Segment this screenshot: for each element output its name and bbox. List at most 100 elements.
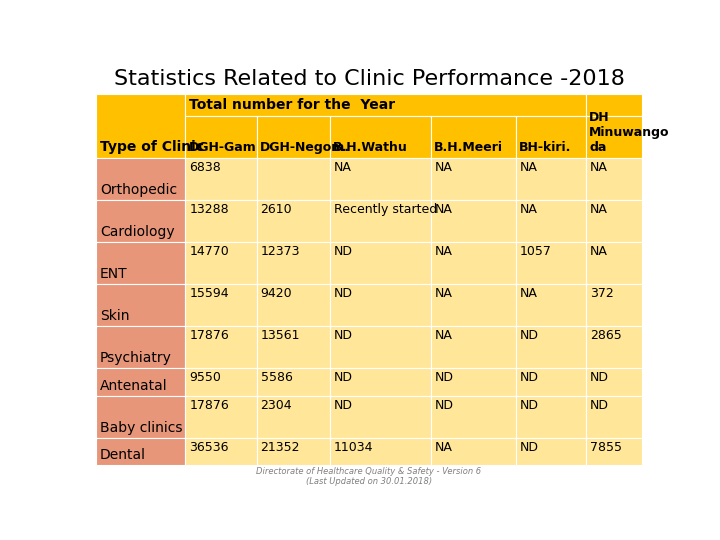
Bar xyxy=(431,368,516,396)
Text: ND: ND xyxy=(590,372,609,384)
Text: 7855: 7855 xyxy=(590,441,622,454)
Text: 11034: 11034 xyxy=(334,441,374,454)
Text: Recently started: Recently started xyxy=(334,203,437,216)
Bar xyxy=(185,438,256,465)
Bar xyxy=(96,438,185,465)
Bar xyxy=(256,242,330,284)
Bar xyxy=(431,326,516,368)
Bar xyxy=(586,116,642,158)
Text: ND: ND xyxy=(590,399,609,411)
Text: B.H.Wathu: B.H.Wathu xyxy=(333,141,408,154)
Bar xyxy=(431,242,516,284)
Bar xyxy=(96,284,185,326)
Text: 17876: 17876 xyxy=(189,399,229,411)
Bar xyxy=(330,368,431,396)
Bar xyxy=(586,326,642,368)
Bar xyxy=(516,116,586,158)
Text: 5586: 5586 xyxy=(261,372,292,384)
Bar xyxy=(330,326,431,368)
Bar xyxy=(185,94,586,116)
Text: NA: NA xyxy=(590,203,608,216)
Bar xyxy=(330,438,431,465)
Bar xyxy=(330,116,431,158)
Bar xyxy=(185,284,256,326)
Bar xyxy=(96,368,185,396)
Text: 6838: 6838 xyxy=(189,161,221,174)
Bar xyxy=(330,200,431,242)
Text: B.H.Meeri: B.H.Meeri xyxy=(434,141,503,154)
Text: NA: NA xyxy=(435,287,453,300)
Text: BH-kiri.: BH-kiri. xyxy=(519,141,572,154)
Bar xyxy=(256,438,330,465)
Bar xyxy=(256,368,330,396)
Text: 15594: 15594 xyxy=(189,287,229,300)
Bar xyxy=(330,242,431,284)
Bar xyxy=(516,200,586,242)
Bar xyxy=(256,116,330,158)
Bar xyxy=(96,396,185,438)
Text: NA: NA xyxy=(435,441,453,454)
Bar xyxy=(330,284,431,326)
Bar xyxy=(256,158,330,200)
Text: NA: NA xyxy=(590,245,608,258)
Text: DGH-Gam: DGH-Gam xyxy=(189,141,256,154)
Bar xyxy=(431,116,516,158)
Text: DGH-Negom.: DGH-Negom. xyxy=(260,141,350,154)
Bar xyxy=(516,284,586,326)
Text: NA: NA xyxy=(435,161,453,174)
Text: 9420: 9420 xyxy=(261,287,292,300)
Text: 1057: 1057 xyxy=(520,245,552,258)
Text: 14770: 14770 xyxy=(189,245,229,258)
Text: ENT: ENT xyxy=(100,267,127,281)
Text: Dental: Dental xyxy=(100,448,146,462)
Text: 12373: 12373 xyxy=(261,245,300,258)
Text: NA: NA xyxy=(435,203,453,216)
Bar xyxy=(586,284,642,326)
Bar xyxy=(185,242,256,284)
Bar xyxy=(516,438,586,465)
Text: 13561: 13561 xyxy=(261,329,300,342)
Text: NA: NA xyxy=(590,161,608,174)
Text: 13288: 13288 xyxy=(189,203,229,216)
Text: ND: ND xyxy=(334,372,353,384)
Text: Total number for the  Year: Total number for the Year xyxy=(189,98,395,112)
Text: NA: NA xyxy=(520,203,538,216)
Text: 372: 372 xyxy=(590,287,613,300)
Text: ND: ND xyxy=(435,399,454,411)
Text: Baby clinics: Baby clinics xyxy=(100,421,183,435)
Bar xyxy=(185,200,256,242)
Text: ND: ND xyxy=(520,329,539,342)
Bar xyxy=(96,326,185,368)
Bar xyxy=(516,396,586,438)
Text: 9550: 9550 xyxy=(189,372,221,384)
Text: ND: ND xyxy=(334,329,353,342)
Bar xyxy=(256,284,330,326)
Text: ND: ND xyxy=(435,372,454,384)
Text: 2610: 2610 xyxy=(261,203,292,216)
Bar xyxy=(330,396,431,438)
Text: NA: NA xyxy=(435,245,453,258)
Bar xyxy=(431,396,516,438)
Text: 2865: 2865 xyxy=(590,329,621,342)
Bar xyxy=(431,438,516,465)
Bar xyxy=(185,158,256,200)
Text: ND: ND xyxy=(334,399,353,411)
Text: NA: NA xyxy=(520,161,538,174)
Text: Skin: Skin xyxy=(100,309,130,323)
Bar xyxy=(586,158,642,200)
Bar xyxy=(96,94,185,158)
Bar xyxy=(586,242,642,284)
Text: NA: NA xyxy=(435,329,453,342)
Bar xyxy=(431,158,516,200)
Bar xyxy=(431,284,516,326)
Bar xyxy=(516,242,586,284)
Bar xyxy=(516,158,586,200)
Bar xyxy=(96,242,185,284)
Text: Orthopedic: Orthopedic xyxy=(100,183,177,197)
Bar xyxy=(96,158,185,200)
Bar xyxy=(586,94,642,116)
Text: Cardiology: Cardiology xyxy=(100,225,175,239)
Text: NA: NA xyxy=(334,161,352,174)
Text: ND: ND xyxy=(520,441,539,454)
Text: ND: ND xyxy=(334,245,353,258)
